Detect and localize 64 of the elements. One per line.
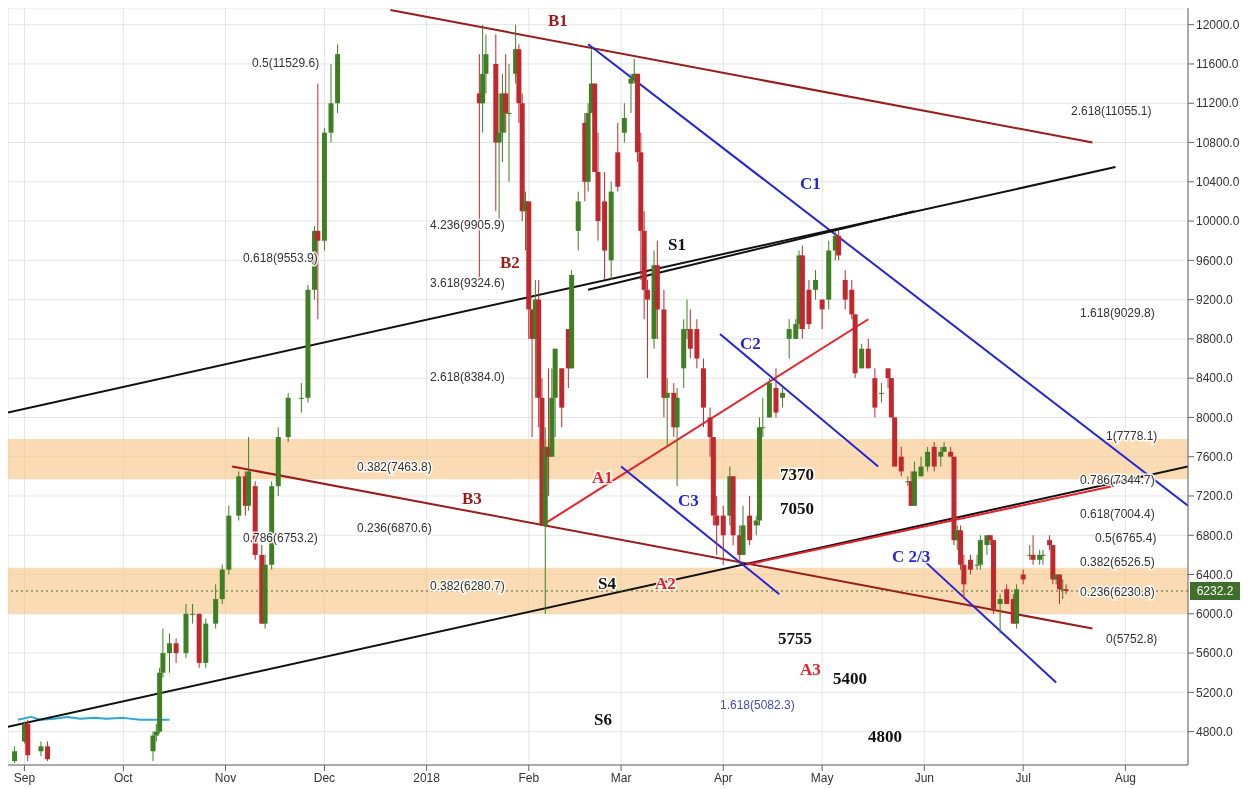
y-tick-label: 6000.0 [1196,607,1234,622]
y-tick-label: 11200.0 [1196,96,1239,111]
annotation: S1 [668,234,686,254]
annotation: A1 [592,467,613,487]
annotation: C1 [800,173,821,193]
annotation: B1 [548,10,568,30]
annotation: 1(7778.1) [1106,429,1158,443]
x-tick-label: Nov [214,770,237,785]
y-tick-label: 12000.0 [1196,17,1240,32]
annotation: C3 [678,490,699,510]
x-tick-label: Jul [1015,770,1031,785]
annotation: 0.382(6280.7) [430,579,505,593]
x-tick-label: Dec [313,770,336,785]
y-tick-label: 7600.0 [1196,449,1234,464]
annotation: 0.236(6230.8) [1080,585,1155,599]
y-tick-label: 10400.0 [1196,175,1240,190]
annotation: 7370 [780,464,814,484]
y-tick-label: 5600.0 [1196,646,1234,661]
annotation: C 2/3 [892,546,931,566]
annotation: C2 [740,333,761,353]
annotation: 0.5(11529.6) [252,56,320,70]
y-tick-label: 4800.0 [1196,724,1234,739]
y-tick-label: 8800.0 [1196,332,1234,347]
x-tick-label: Mar [610,770,632,785]
y-tick-label: 5200.0 [1196,685,1234,700]
y-tick-label: 7200.0 [1196,489,1234,504]
x-tick-label: Oct [114,770,134,785]
annotation: B3 [462,488,482,508]
annotation: 0.382(6526.5) [1080,555,1155,569]
annotation: 5755 [778,628,812,648]
y-tick-label: 8000.0 [1196,410,1234,425]
y-tick-label: 10000.0 [1196,214,1240,229]
x-tick-label: 2018 [413,770,441,785]
annotation: 5400 [833,668,867,688]
x-tick-label: Sep [13,770,36,785]
annotation: 0.236(6870.6) [357,521,432,535]
annotation: 0(5752.8) [1106,632,1158,646]
x-tick-label: Jun [914,770,934,785]
annotation: 7050 [780,498,814,518]
annotation: B2 [500,252,520,272]
y-tick-label: 6400.0 [1196,567,1234,582]
annotation: S6 [594,709,612,729]
annotation: 0.5(6765.4) [1095,531,1157,545]
y-tick-label: 11600.0 [1196,57,1239,72]
annotation: 4800 [868,726,902,746]
annotation: 1.618(5082.3) [720,698,795,712]
annotation: 0.382(7463.8) [357,460,432,474]
annotation: S4 [598,573,617,593]
annotation: 2.618(8384.0) [430,370,505,384]
x-tick-label: Apr [713,770,733,785]
y-tick-label: 10800.0 [1196,135,1240,150]
y-tick-label: 8400.0 [1196,371,1234,386]
x-tick-label: May [810,770,834,785]
ref-line-label: 6232.2 [1196,584,1234,598]
x-tick-label: Feb [518,770,540,785]
annotation: 0.618(7004.4) [1080,507,1155,521]
annotation: 3.618(9324.6) [430,276,505,290]
annotation: A3 [800,659,821,679]
y-tick-label: 9200.0 [1196,292,1234,307]
x-tick-label: Aug [1114,770,1137,785]
annotation: 2.618(11055.1) [1071,104,1152,118]
y-tick-label: 6800.0 [1196,528,1234,543]
y-tick-label: 9600.0 [1196,253,1234,268]
annotation: 1.618(9029.8) [1080,306,1155,320]
